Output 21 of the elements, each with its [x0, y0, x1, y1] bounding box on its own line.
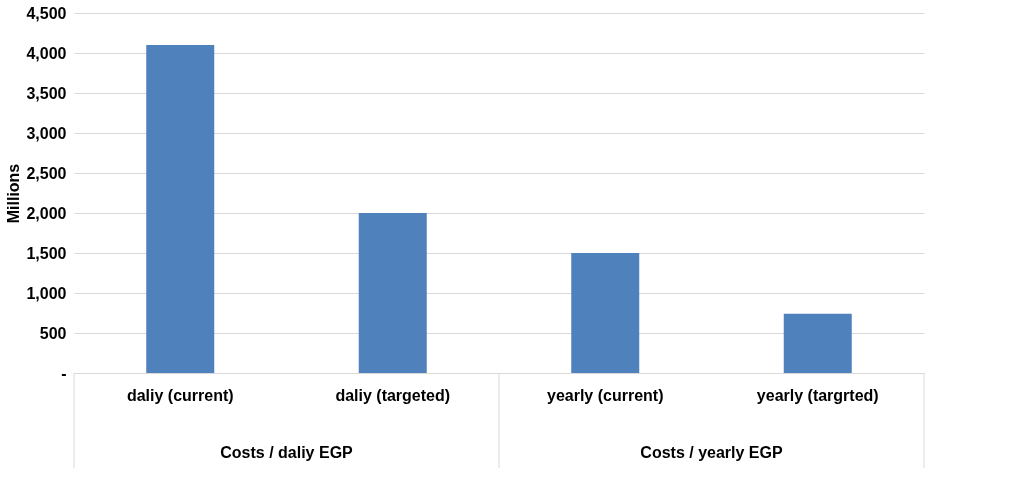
y-tick-label: 1,000: [26, 284, 67, 302]
y-tick-label: 2,500: [26, 164, 67, 182]
y-tick-label: 4,000: [26, 44, 67, 62]
bar: [571, 253, 640, 373]
text: Costs / daliy EGP: [220, 444, 354, 461]
x-tick-label: daliy (current): [126, 386, 234, 404]
bar: [146, 45, 215, 373]
text: Costs / yearly EGP: [640, 444, 783, 461]
bar: [358, 213, 427, 373]
y-tick-label: 1,500: [26, 244, 67, 262]
y-tick-label: 4,500: [26, 4, 67, 22]
y-tick-label: 2,000: [26, 204, 67, 222]
x-tick-label: daliy (targeted): [335, 386, 451, 404]
y-tick-label: 3,500: [26, 84, 67, 102]
x-tick-label: yearly (targrted): [756, 386, 879, 404]
bar: [783, 313, 852, 373]
y-tick-label: 500: [39, 324, 67, 342]
y-axis-title: Millions: [5, 163, 23, 224]
y-tick-label: -: [61, 364, 67, 382]
x-tick-label: yearly (current): [547, 386, 664, 404]
y-tick-label: 3,000: [26, 124, 67, 142]
